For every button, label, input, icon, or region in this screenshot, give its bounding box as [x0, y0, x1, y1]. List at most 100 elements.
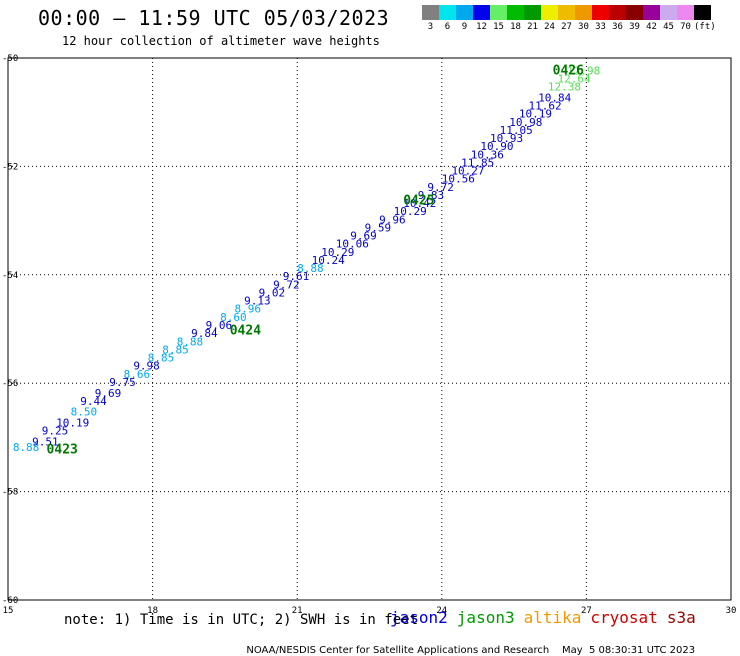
wave-height-label: 11.05 — [500, 124, 533, 137]
color-scale-label: 42 — [646, 22, 657, 32]
legend-item-cryosat: cryosat — [590, 608, 658, 627]
wave-height-label: 8.60 — [220, 311, 247, 324]
wave-height-label: 10.24 — [312, 254, 345, 267]
pass-time-label: 0423 — [47, 443, 78, 458]
wave-height-label: 8.85 — [162, 343, 189, 356]
color-swatch — [592, 5, 609, 20]
y-tick-label: -54 — [2, 271, 18, 281]
pass-time-label: 0424 — [230, 323, 261, 338]
color-scale-label: 6 — [444, 22, 451, 32]
color-scale-label: 3 — [427, 22, 434, 32]
wave-height-label: 8.66 — [124, 368, 150, 381]
wave-height-label: 8.88 — [13, 441, 40, 454]
color-scale-label: (ft) — [694, 22, 716, 32]
color-scale-label: 33 — [595, 22, 606, 32]
wave-height-label: 9.96 — [379, 213, 406, 226]
wave-height-label: 12.38 — [548, 81, 581, 94]
wave-height-label: 10.19 — [56, 417, 89, 430]
wave-height-label: 8.88 — [177, 335, 204, 348]
x-tick-label: 21 — [292, 606, 303, 616]
color-scale-label: 45 — [663, 22, 674, 32]
color-scale-label: 24 — [544, 22, 555, 32]
y-tick-label: -50 — [2, 54, 18, 64]
y-tick-label: -52 — [2, 162, 18, 172]
wave-height-label: 9.51 — [32, 436, 59, 449]
pass-time-label: 0426 — [553, 63, 584, 78]
wave-height-label: 8.96 — [235, 303, 261, 316]
footer-note: note: 1) Time is in UTC; 2) SWH is in fe… — [64, 612, 419, 628]
wave-height-label: 9.69 — [95, 387, 122, 400]
color-swatch — [473, 5, 490, 20]
color-scale-label: 39 — [629, 22, 640, 32]
x-tick-label: 30 — [726, 606, 737, 616]
credit-spacer — [549, 645, 562, 656]
color-scale-label: 30 — [578, 22, 589, 32]
color-scale-label: 70 — [680, 22, 691, 32]
color-scale-label: 21 — [527, 22, 538, 32]
wave-height-label: 8.88 — [297, 262, 324, 275]
wave-height-label: 9.02 — [259, 286, 286, 299]
wave-height-label: 9.72 — [427, 181, 454, 194]
wave-height-label: 9.06 — [206, 319, 233, 332]
wave-height-label: 12.98 — [567, 64, 600, 77]
y-tick-label: -58 — [2, 488, 18, 498]
pass-time-label: 0425 — [403, 193, 434, 208]
credit-line: NOAA/NESDIS Center for Satellite Applica… — [240, 634, 695, 656]
wave-height-label: 9.98 — [133, 360, 160, 373]
wave-height-label: 9.25 — [42, 425, 69, 438]
wave-height-label: 9.72 — [273, 278, 300, 291]
wave-height-label: 8.85 — [148, 352, 175, 365]
satellite-legend: jason2 jason3 altika cryosat s3a — [390, 608, 705, 627]
wave-height-label: 9.69 — [350, 230, 377, 243]
wave-height-label: 10.29 — [321, 246, 354, 259]
x-tick-label: 18 — [147, 606, 158, 616]
color-scale-label: 27 — [561, 22, 572, 32]
color-swatch — [507, 5, 524, 20]
wave-height-label: 9.44 — [80, 395, 107, 408]
color-swatch — [575, 5, 592, 20]
color-swatch — [524, 5, 541, 20]
color-swatch — [439, 5, 456, 20]
wave-height-label: 10.93 — [490, 132, 523, 145]
credit-agency: NOAA/NESDIS Center for Satellite Applica… — [246, 645, 550, 656]
wave-height-label: 10.84 — [538, 91, 571, 104]
wave-height-label: 11.85 — [461, 156, 494, 169]
color-swatch — [643, 5, 660, 20]
wave-height-label: 11.62 — [529, 99, 562, 112]
wave-height-label: 9.61 — [283, 270, 310, 283]
wave-height-label: 10.42 — [403, 197, 436, 210]
color-swatch — [609, 5, 626, 20]
color-swatch — [660, 5, 677, 20]
color-swatch — [694, 5, 711, 20]
y-tick-label: -56 — [2, 379, 18, 389]
x-tick-label: 15 — [3, 606, 14, 616]
wave-height-label: 8.50 — [71, 406, 98, 419]
y-tick-label: -60 — [2, 596, 18, 606]
wave-height-label: 10.56 — [442, 173, 475, 186]
legend-item-jason2: jason2 — [390, 608, 448, 627]
color-swatch — [422, 5, 439, 20]
color-scale-label: 9 — [461, 22, 468, 32]
x-tick-label: 24 — [436, 606, 447, 616]
wave-height-label: 9.75 — [109, 376, 136, 389]
wave-height-label: 10.90 — [480, 140, 513, 153]
wave-height-label: 10.19 — [519, 108, 552, 121]
legend-item-altika: altika — [523, 608, 582, 627]
color-swatch — [456, 5, 473, 20]
wave-height-label: 10.36 — [471, 148, 504, 161]
color-scale-label: 15 — [493, 22, 504, 32]
wave-height-label: 9.84 — [191, 327, 218, 340]
wave-height-label: 10.06 — [336, 238, 369, 251]
map-title: 00:00 – 11:59 UTC 05/03/2023 — [38, 6, 390, 30]
legend-item-s3a: s3a — [666, 608, 696, 627]
color-scale-label: 12 — [476, 22, 487, 32]
color-scale-label: 36 — [612, 22, 623, 32]
wave-height-label: 9.13 — [244, 295, 271, 308]
color-scale-label: 18 — [510, 22, 521, 32]
wave-height-label: 10.98 — [509, 116, 542, 129]
wave-height-label: 12.64 — [557, 72, 590, 85]
color-swatch — [677, 5, 694, 20]
color-swatch — [558, 5, 575, 20]
legend-item-jason3: jason3 — [456, 608, 515, 627]
